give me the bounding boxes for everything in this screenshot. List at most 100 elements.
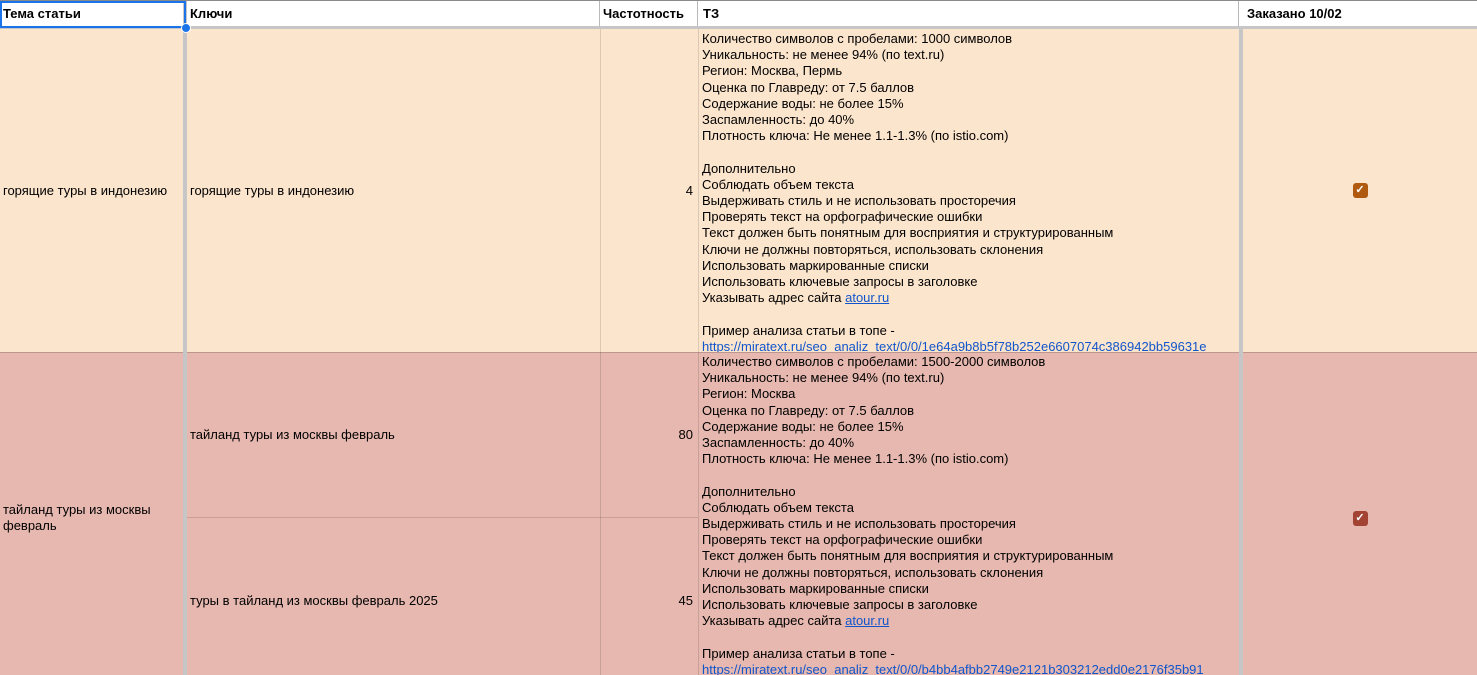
tz-text: Дополнительно — [702, 483, 796, 499]
tz-text: Текст должен быть понятным для восприяти… — [702, 548, 1114, 564]
gridline-vertical — [600, 29, 601, 675]
cell-tz-row2[interactable]: Количество символов с пробелами: 1500-20… — [698, 352, 1239, 675]
cell-ordered-row1[interactable]: ✓ — [1243, 29, 1477, 352]
tz-line: Содержание воды: не более 15% — [702, 96, 1235, 112]
tz-text: Указывать адрес сайта — [702, 290, 846, 306]
column-divider — [1239, 26, 1243, 675]
tz-link[interactable]: https://miratext.ru/seo_analiz_text/0/0/… — [702, 338, 1207, 352]
tz-line — [702, 467, 1235, 483]
cell-frequency-row1[interactable]: 4 — [600, 29, 698, 352]
frequency-value: 4 — [685, 183, 693, 198]
tz-link[interactable]: atour.ru — [845, 613, 890, 629]
tz-line: Ключи не должны повторяться, использоват… — [702, 565, 1235, 581]
tz-line: Использовать маркированные списки — [702, 258, 1235, 274]
gridline-subrow-divider — [187, 517, 698, 518]
cell-topic-row1[interactable]: горящие туры в индонезию — [0, 29, 183, 352]
tz-line: Ключи не должны повторяться, использоват… — [702, 242, 1235, 258]
tz-text: Количество символов с пробелами: 1500-20… — [702, 354, 1046, 369]
ordered-checkbox[interactable]: ✓ — [1352, 510, 1368, 526]
tz-text: Использовать ключевые запросы в заголовк… — [702, 274, 978, 290]
tz-text: Регион: Москва — [702, 386, 796, 402]
tz-text: Текст должен быть понятным для восприяти… — [702, 225, 1114, 241]
tz-line: Плотность ключа: Не менее 1.1-1.3% (по i… — [702, 451, 1235, 467]
tz-line — [702, 306, 1235, 322]
tz-text: Оценка по Главреду: от 7.5 баллов — [702, 79, 915, 95]
tz-text: Заспамленность: до 40% — [702, 112, 855, 128]
tz-text: Пример анализа статьи в топе - — [702, 322, 895, 338]
tz-line: Проверять текст на орфографические ошибк… — [702, 532, 1235, 548]
key-text: туры в тайланд из москвы февраль 2025 — [190, 592, 438, 608]
key-text: тайланд туры из москвы февраль — [190, 426, 395, 442]
column-header-ordered[interactable]: Заказано 10/02 — [1243, 1, 1477, 26]
tz-line: Дополнительно — [702, 484, 1235, 500]
cell-key-row2b[interactable]: туры в тайланд из москвы февраль 2025 — [187, 517, 600, 675]
cell-tz-row1[interactable]: Количество символов с пробелами: 1000 си… — [698, 29, 1239, 352]
tz-text: Проверять текст на орфографические ошибк… — [702, 532, 983, 548]
tz-text: Дополнительно — [702, 160, 796, 176]
frozen-row-divider — [0, 26, 1477, 29]
tz-line: Указывать адрес сайта atour.ru — [702, 290, 1235, 306]
column-header-frequency[interactable]: Частотность — [600, 1, 698, 26]
tz-text: Содержание воды: не более 15% — [702, 418, 904, 434]
frequency-value: 80 — [678, 427, 693, 442]
tz-line: Соблюдать объем текста — [702, 177, 1235, 193]
column-header-topic-label: Тема статьи — [3, 6, 81, 21]
tz-text: Выдерживать стиль и не использовать прос… — [702, 193, 1016, 209]
tz-text: Указывать адрес сайта — [702, 613, 846, 629]
tz-line: Выдерживать стиль и не использовать прос… — [702, 193, 1235, 209]
key-text: горящие туры в индонезию — [190, 182, 355, 198]
tz-line: Проверять текст на орфографические ошибк… — [702, 209, 1235, 225]
tz-text: Соблюдать объем текста — [702, 176, 854, 192]
tz-link[interactable]: https://miratext.ru/seo_analiz_text/0/0/… — [702, 661, 1204, 675]
tz-line: Содержание воды: не более 15% — [702, 419, 1235, 435]
tz-text: Проверять текст на орфографические ошибк… — [702, 209, 983, 225]
tz-line: Использовать ключевые запросы в заголовк… — [702, 274, 1235, 290]
tz-text: Ключи не должны повторяться, использоват… — [702, 241, 1044, 257]
topic-text: горящие туры в индонезию — [3, 182, 168, 198]
tz-text: Соблюдать объем текста — [702, 499, 854, 515]
tz-line: Регион: Москва, Пермь — [702, 63, 1235, 79]
tz-line: Регион: Москва — [702, 386, 1235, 402]
tz-text: Пример анализа статьи в топе - — [702, 645, 895, 661]
column-header-tz-label: ТЗ — [703, 6, 720, 21]
column-header-keys[interactable]: Ключи — [187, 1, 600, 26]
tz-line: Указывать адрес сайта atour.ru — [702, 613, 1235, 629]
tz-text: Использовать маркированные списки — [702, 257, 929, 273]
ordered-checkbox[interactable]: ✓ — [1352, 183, 1368, 198]
tz-text: Выдерживать стиль и не использовать прос… — [702, 516, 1016, 532]
column-header-frequency-label: Частотность — [603, 6, 684, 21]
cell-key-row1[interactable]: горящие туры в индонезию — [187, 29, 600, 352]
tz-line: Текст должен быть понятным для восприяти… — [702, 548, 1235, 564]
cell-key-row2a[interactable]: тайланд туры из москвы февраль — [187, 352, 600, 517]
tz-text: Плотность ключа: Не менее 1.1-1.3% (по i… — [702, 451, 1009, 467]
topic-text: тайланд туры из москвы февраль — [3, 502, 151, 533]
tz-line: Количество символов с пробелами: 1500-20… — [702, 354, 1235, 370]
tz-line: Использовать маркированные списки — [702, 581, 1235, 597]
cell-topic-row2[interactable]: тайланд туры из москвы февраль — [0, 352, 183, 675]
tz-line: https://miratext.ru/seo_analiz_text/0/0/… — [702, 662, 1235, 675]
column-header-tz[interactable]: ТЗ — [698, 1, 1239, 26]
selection-fill-handle[interactable] — [181, 23, 191, 33]
gridline-row-divider — [0, 352, 1477, 353]
column-header-keys-label: Ключи — [190, 6, 233, 21]
tz-line: Заспамленность: до 40% — [702, 435, 1235, 451]
tz-text: Регион: Москва, Пермь — [702, 63, 843, 79]
tz-link[interactable]: atour.ru — [845, 290, 890, 306]
cell-frequency-row2a[interactable]: 80 — [600, 352, 698, 517]
tz-line: Заспамленность: до 40% — [702, 112, 1235, 128]
tz-text: Уникальность: не менее 94% (по text.ru) — [702, 370, 945, 386]
cell-ordered-row2[interactable]: ✓ — [1243, 352, 1477, 675]
tz-text: Заспамленность: до 40% — [702, 435, 855, 451]
tz-line — [702, 629, 1235, 645]
column-header-topic[interactable]: Тема статьи — [0, 1, 183, 26]
cell-frequency-row2b[interactable]: 45 — [600, 517, 698, 675]
tz-text: Оценка по Главреду: от 7.5 баллов — [702, 402, 915, 418]
gridline-vertical — [698, 29, 699, 675]
tz-text: Использовать ключевые запросы в заголовк… — [702, 597, 978, 613]
tz-text: Плотность ключа: Не менее 1.1-1.3% (по i… — [702, 128, 1009, 144]
tz-text: Содержание воды: не более 15% — [702, 95, 904, 111]
tz-text: Использовать маркированные списки — [702, 580, 929, 596]
tz-line: Уникальность: не менее 94% (по text.ru) — [702, 370, 1235, 386]
tz-text: Ключи не должны повторяться, использоват… — [702, 564, 1044, 580]
